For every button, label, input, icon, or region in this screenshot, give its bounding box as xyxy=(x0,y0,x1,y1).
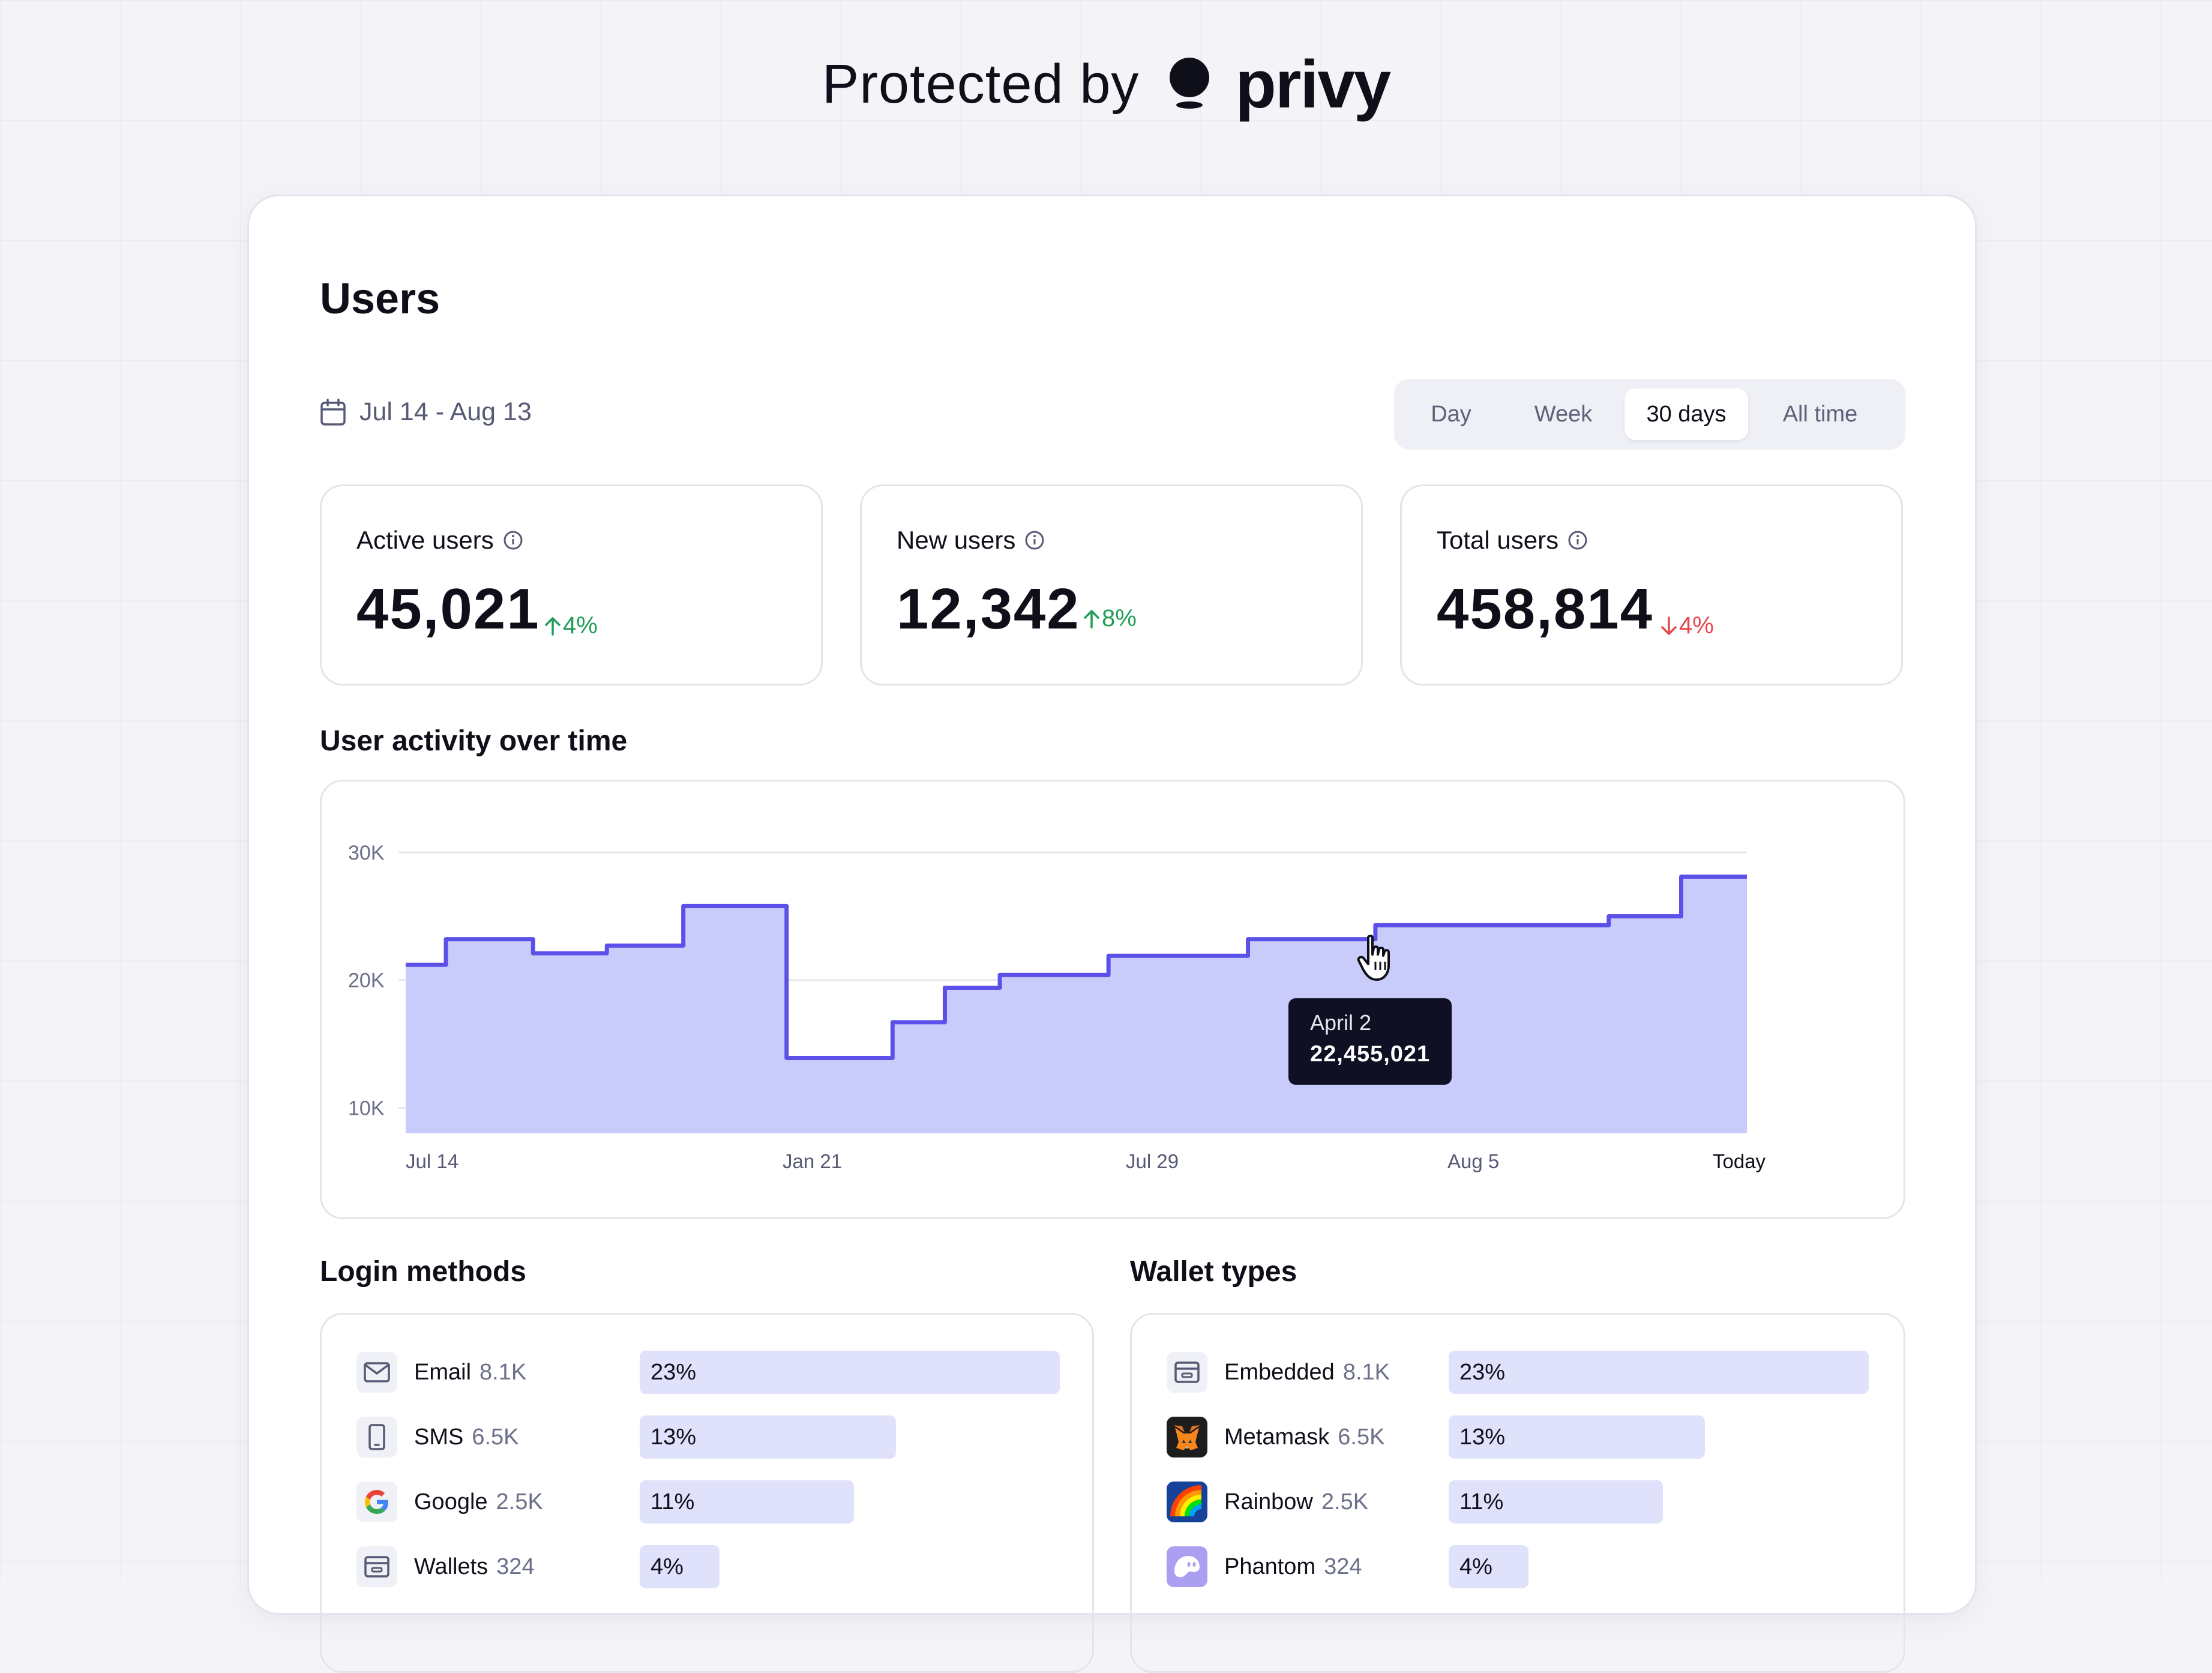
bar-rainbow: 11% xyxy=(1449,1480,1663,1524)
x-tick-label: Jan 21 xyxy=(783,1150,842,1172)
x-tick-label: Jul 29 xyxy=(1126,1150,1179,1172)
arrow-up-icon xyxy=(1084,609,1099,629)
y-tick-label: 20K xyxy=(348,969,385,992)
calendar-icon xyxy=(320,398,346,426)
privy-logo-icon xyxy=(1168,57,1211,111)
stat-label: New users xyxy=(897,526,1016,554)
time-range-tabs: Day Week 30 days All time xyxy=(1394,379,1905,450)
tab-week[interactable]: Week xyxy=(1534,401,1593,427)
tab-day[interactable]: Day xyxy=(1431,401,1471,427)
activity-chart-svg[interactable]: 30K 20K 10K Jul 14 Jan 21 Jul 29 Aug 5 Today xyxy=(322,782,1904,1217)
tab-all-time[interactable]: All time xyxy=(1782,401,1858,427)
list-item-wallets[interactable]: Wallets 324 xyxy=(356,1544,535,1590)
mail-icon xyxy=(356,1352,397,1393)
stat-card-active-users: Active users 45,021 4% xyxy=(320,484,823,686)
tooltip-date: April 2 xyxy=(1310,1010,1372,1035)
list-item-embedded[interactable]: Embedded 8.1K xyxy=(1167,1349,1390,1395)
bar-email: 23% xyxy=(640,1351,1060,1394)
list-item-phantom[interactable]: Phantom 324 xyxy=(1167,1544,1362,1590)
wallet-types-title: Wallet types xyxy=(1130,1256,1297,1288)
brand-header: Protected by privy xyxy=(0,42,2212,126)
list-item-metamask[interactable]: Metamask 6.5K xyxy=(1167,1414,1384,1460)
info-icon[interactable] xyxy=(502,529,524,551)
area-fill xyxy=(406,876,1747,1133)
bar-google: 11% xyxy=(640,1480,854,1524)
hand-cursor-icon xyxy=(1356,934,1397,985)
rainbow-icon xyxy=(1167,1482,1207,1522)
date-range-picker[interactable]: Jul 14 - Aug 13 xyxy=(320,397,532,427)
google-icon xyxy=(356,1482,397,1522)
embedded-wallet-icon xyxy=(1167,1352,1207,1393)
arrow-down-icon xyxy=(1661,616,1677,635)
stat-delta: 4% xyxy=(542,612,598,639)
users-dashboard-card: Users Jul 14 - Aug 13 Day Week 30 days A… xyxy=(247,194,1977,1673)
stat-delta: 4% xyxy=(1659,612,1714,639)
wallet-types-panel: Embedded 8.1K 23% Metamask 6.5K 13% xyxy=(1130,1313,1905,1673)
x-tick-label: Aug 5 xyxy=(1447,1150,1499,1172)
stat-label: Active users xyxy=(356,526,494,554)
login-methods-title: Login methods xyxy=(320,1256,526,1288)
stat-delta: 8% xyxy=(1081,605,1137,632)
stat-value: 458,814 xyxy=(1437,577,1654,641)
chart-tooltip: April 2 22,455,021 xyxy=(1288,998,1452,1085)
info-icon[interactable] xyxy=(1567,529,1588,551)
series-line[interactable] xyxy=(406,874,1747,1060)
bar-metamask: 13% xyxy=(1449,1415,1705,1459)
date-range-label: Jul 14 - Aug 13 xyxy=(359,397,532,426)
activity-chart[interactable]: 30K 20K 10K Jul 14 Jan 21 Jul 29 Aug 5 Today xyxy=(320,780,1905,1219)
stat-card-new-users: New users 12,342 8% xyxy=(860,484,1363,686)
tab-30-days[interactable]: 30 days xyxy=(1624,388,1748,440)
x-tick-label: Jul 14 xyxy=(406,1150,458,1172)
list-item-sms[interactable]: SMS 6.5K xyxy=(356,1414,519,1460)
brand-prefix: Protected by xyxy=(822,53,1140,115)
stat-value: 12,342 xyxy=(897,577,1080,641)
stat-value: 45,021 xyxy=(356,577,540,641)
tooltip-value: 22,455,021 xyxy=(1310,1041,1431,1067)
bar-sms: 13% xyxy=(640,1415,896,1459)
y-tick-label: 10K xyxy=(348,1097,385,1120)
bar-phantom: 4% xyxy=(1449,1545,1528,1588)
list-item-rainbow[interactable]: Rainbow 2.5K xyxy=(1167,1479,1368,1525)
y-tick-label: 30K xyxy=(348,842,385,864)
metamask-icon xyxy=(1167,1417,1207,1457)
phantom-icon xyxy=(1167,1546,1207,1587)
phone-icon xyxy=(356,1417,397,1457)
bar-wallets: 4% xyxy=(640,1545,720,1588)
bar-embedded: 23% xyxy=(1449,1351,1869,1394)
page-title: Users xyxy=(320,275,440,323)
x-tick-label: Today xyxy=(1713,1150,1766,1172)
arrow-up-icon xyxy=(545,616,561,636)
list-item-email[interactable]: Email 8.1K xyxy=(356,1349,526,1395)
activity-section-title: User activity over time xyxy=(320,725,628,757)
info-icon[interactable] xyxy=(1024,529,1045,551)
brand-wordmark: privy xyxy=(1235,46,1391,122)
list-item-google[interactable]: Google 2.5K xyxy=(356,1479,543,1525)
wallet-icon xyxy=(356,1546,397,1587)
stat-label: Total users xyxy=(1437,526,1559,554)
stat-card-total-users: Total users 458,814 4% xyxy=(1400,484,1903,686)
login-methods-panel: Email 8.1K 23% SMS 6.5K 13% Google 2.5K xyxy=(320,1313,1094,1673)
